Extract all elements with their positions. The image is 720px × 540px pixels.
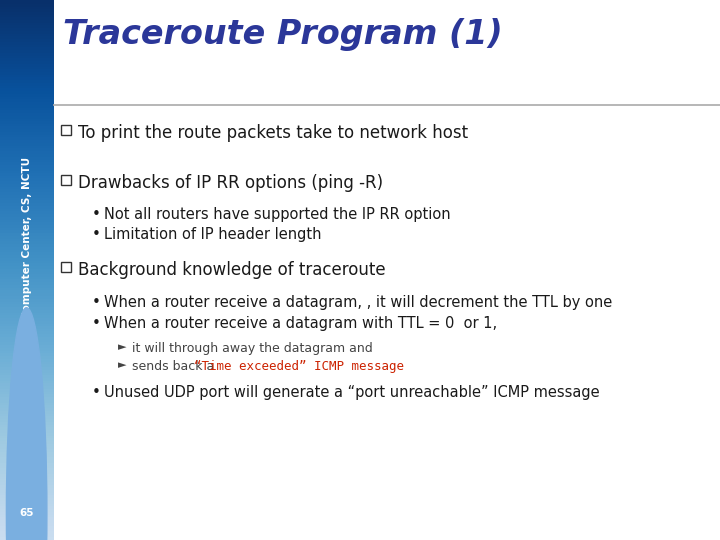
Text: Limitation of IP header length: Limitation of IP header length [104, 227, 322, 242]
Bar [61, 262, 71, 272]
Text: 65: 65 [19, 508, 34, 518]
Text: sends back a: sends back a [132, 360, 218, 373]
Text: To print the route packets take to network host: To print the route packets take to netwo… [78, 124, 469, 142]
Text: •: • [91, 295, 100, 310]
Bar [61, 175, 71, 185]
Bar [61, 125, 71, 135]
Text: When a router receive a datagram, , it will decrement the TTL by one: When a router receive a datagram, , it w… [104, 295, 613, 310]
Text: •: • [91, 385, 100, 400]
Text: Traceroute Program (1): Traceroute Program (1) [63, 18, 503, 51]
Text: “Time exceeded” ICMP message: “Time exceeded” ICMP message [194, 360, 404, 373]
Text: Unused UDP port will generate a “port unreachable” ICMP message: Unused UDP port will generate a “port un… [104, 385, 600, 400]
Circle shape [6, 308, 47, 540]
Text: •: • [91, 207, 100, 222]
Text: ►: ► [118, 342, 127, 352]
Text: Not all routers have supported the IP RR option: Not all routers have supported the IP RR… [104, 207, 451, 222]
Text: •: • [91, 316, 100, 331]
Text: Computer Center, CS, NCTU: Computer Center, CS, NCTU [22, 157, 32, 319]
Text: it will through away the datagram and: it will through away the datagram and [132, 342, 373, 355]
Text: ►: ► [118, 360, 127, 370]
Text: Drawbacks of IP RR options (ping -R): Drawbacks of IP RR options (ping -R) [78, 174, 383, 192]
Text: Background knowledge of traceroute: Background knowledge of traceroute [78, 261, 386, 279]
Text: When a router receive a datagram with TTL = 0  or 1,: When a router receive a datagram with TT… [104, 316, 498, 331]
Text: •: • [91, 227, 100, 242]
